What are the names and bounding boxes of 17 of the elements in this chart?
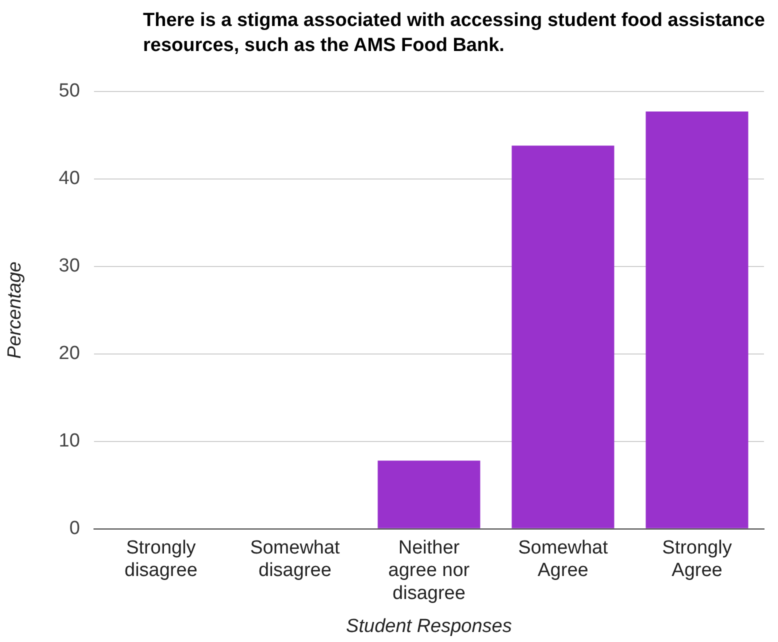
chart-title: There is a stigma associated with accessing student food assistance resources, such as the AMS Food Bank. (143, 9, 766, 58)
y-tick-label: 40 (58, 168, 80, 190)
y-tick-label: 50 (58, 80, 80, 102)
x-tick-label: Somewhat disagree (250, 537, 341, 582)
y-tick-label: 20 (58, 343, 80, 364)
bar (512, 146, 614, 528)
y-axis-title: Percentage (4, 262, 26, 359)
x-axis-title: Student Responses (346, 616, 512, 637)
bar (378, 460, 480, 528)
y-tick-label: 30 (58, 256, 80, 277)
x-tick-label: Strongly disagree (124, 537, 198, 582)
x-tick-label: Strongly Agree (662, 537, 732, 582)
y-tick-label: 10 (58, 430, 80, 452)
y-tick-label: 0 (69, 518, 80, 540)
x-tick-label: Neither agree nor disagree (388, 537, 470, 604)
x-tick-label: Somewhat Agree (518, 537, 609, 582)
bar (646, 112, 748, 528)
